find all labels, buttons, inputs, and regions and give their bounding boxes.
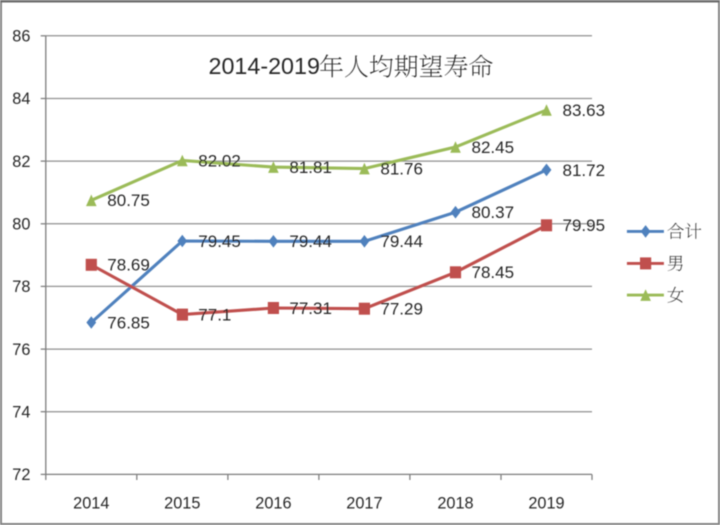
svg-text:2015: 2015 [164, 495, 200, 513]
svg-text:2019: 2019 [528, 495, 564, 513]
svg-text:2014: 2014 [73, 495, 109, 513]
svg-text:82.02: 82.02 [198, 151, 241, 170]
svg-text:80.75: 80.75 [107, 191, 150, 210]
svg-text:80: 80 [12, 216, 30, 234]
svg-text:77.31: 77.31 [289, 299, 332, 318]
svg-text:72: 72 [12, 466, 30, 484]
svg-text:79.45: 79.45 [198, 232, 241, 251]
svg-text:79.44: 79.44 [380, 232, 423, 251]
svg-text:78: 78 [12, 278, 30, 296]
svg-text:86: 86 [12, 28, 30, 46]
svg-text:76: 76 [12, 341, 30, 359]
svg-text:82.45: 82.45 [472, 138, 515, 157]
svg-text:78.45: 78.45 [472, 263, 515, 282]
svg-text:2016: 2016 [255, 495, 291, 513]
svg-text:78.69: 78.69 [107, 256, 150, 275]
svg-text:74: 74 [12, 403, 30, 421]
svg-text:76.85: 76.85 [107, 313, 150, 332]
svg-text:2017: 2017 [346, 495, 382, 513]
svg-text:79.44: 79.44 [289, 232, 332, 251]
svg-text:80.37: 80.37 [472, 203, 515, 222]
svg-text:81.76: 81.76 [380, 160, 423, 179]
svg-text:77.29: 77.29 [380, 300, 423, 319]
svg-text:2014-2019: 2014-2019 [209, 53, 320, 79]
svg-text:77.1: 77.1 [198, 306, 231, 325]
svg-text:2018: 2018 [437, 495, 473, 513]
svg-text:79.95: 79.95 [563, 216, 606, 235]
svg-text:82: 82 [12, 153, 30, 171]
svg-text:81.72: 81.72 [563, 161, 606, 180]
svg-text:83.63: 83.63 [563, 101, 606, 120]
svg-text:81.81: 81.81 [289, 158, 332, 177]
svg-text:84: 84 [12, 90, 30, 108]
